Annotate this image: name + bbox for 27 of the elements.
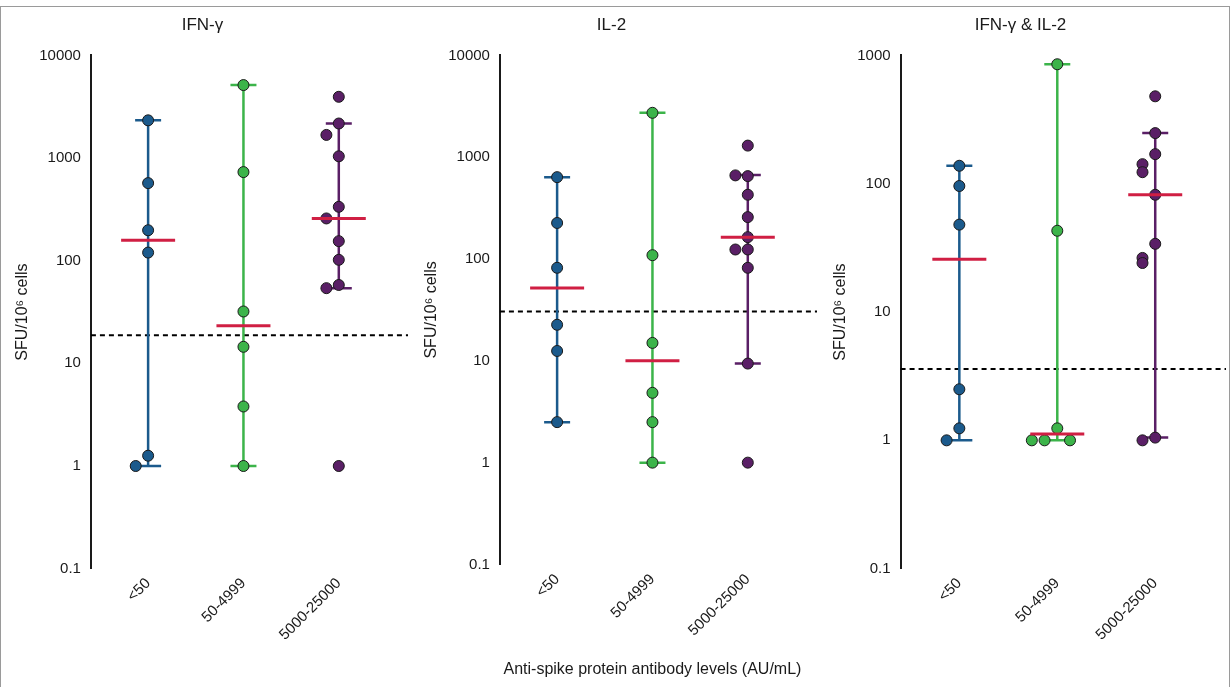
y-tick-label: 1 xyxy=(882,430,891,448)
y-axis-title: SFU/10⁶ cells xyxy=(422,261,440,359)
chart-title: IL-2 xyxy=(596,14,627,34)
x-tick-label: <50 xyxy=(532,569,563,600)
y-axis-title: SFU/10⁶ cells xyxy=(831,263,849,361)
y-tick-label: 10000 xyxy=(448,45,490,63)
y-tick-label: 10000 xyxy=(39,45,81,63)
y-tick-label: 10 xyxy=(873,302,891,320)
x-tick-label: <50 xyxy=(934,574,965,605)
y-tick-label: 10 xyxy=(64,353,81,371)
x-axis-title: Anti-spike protein antibody levels (AU/mL) xyxy=(503,659,802,677)
y-tick-label: 100 xyxy=(464,249,490,267)
y-tick-label: 0.1 xyxy=(869,558,891,576)
chart-title: IFN-γ xyxy=(181,14,224,34)
y-tick-label: 100 xyxy=(865,173,891,191)
y-tick-label: 0.1 xyxy=(60,558,81,576)
x-tick-label: <50 xyxy=(123,574,154,605)
y-tick-label: 1000 xyxy=(456,147,490,165)
y-tick-label: 1000 xyxy=(47,148,81,166)
y-tick-label: 100 xyxy=(55,250,81,268)
y-tick-label: 1 xyxy=(72,456,81,474)
y-axis-title: SFU/10⁶ cells xyxy=(13,263,31,361)
chart-title: IFN-γ & IL-2 xyxy=(974,14,1067,34)
y-tick-label: 0.1 xyxy=(469,554,490,572)
y-tick-label: 10 xyxy=(473,350,490,368)
y-tick-label: 1 xyxy=(481,452,490,470)
y-tick-label: 1000 xyxy=(857,45,891,63)
